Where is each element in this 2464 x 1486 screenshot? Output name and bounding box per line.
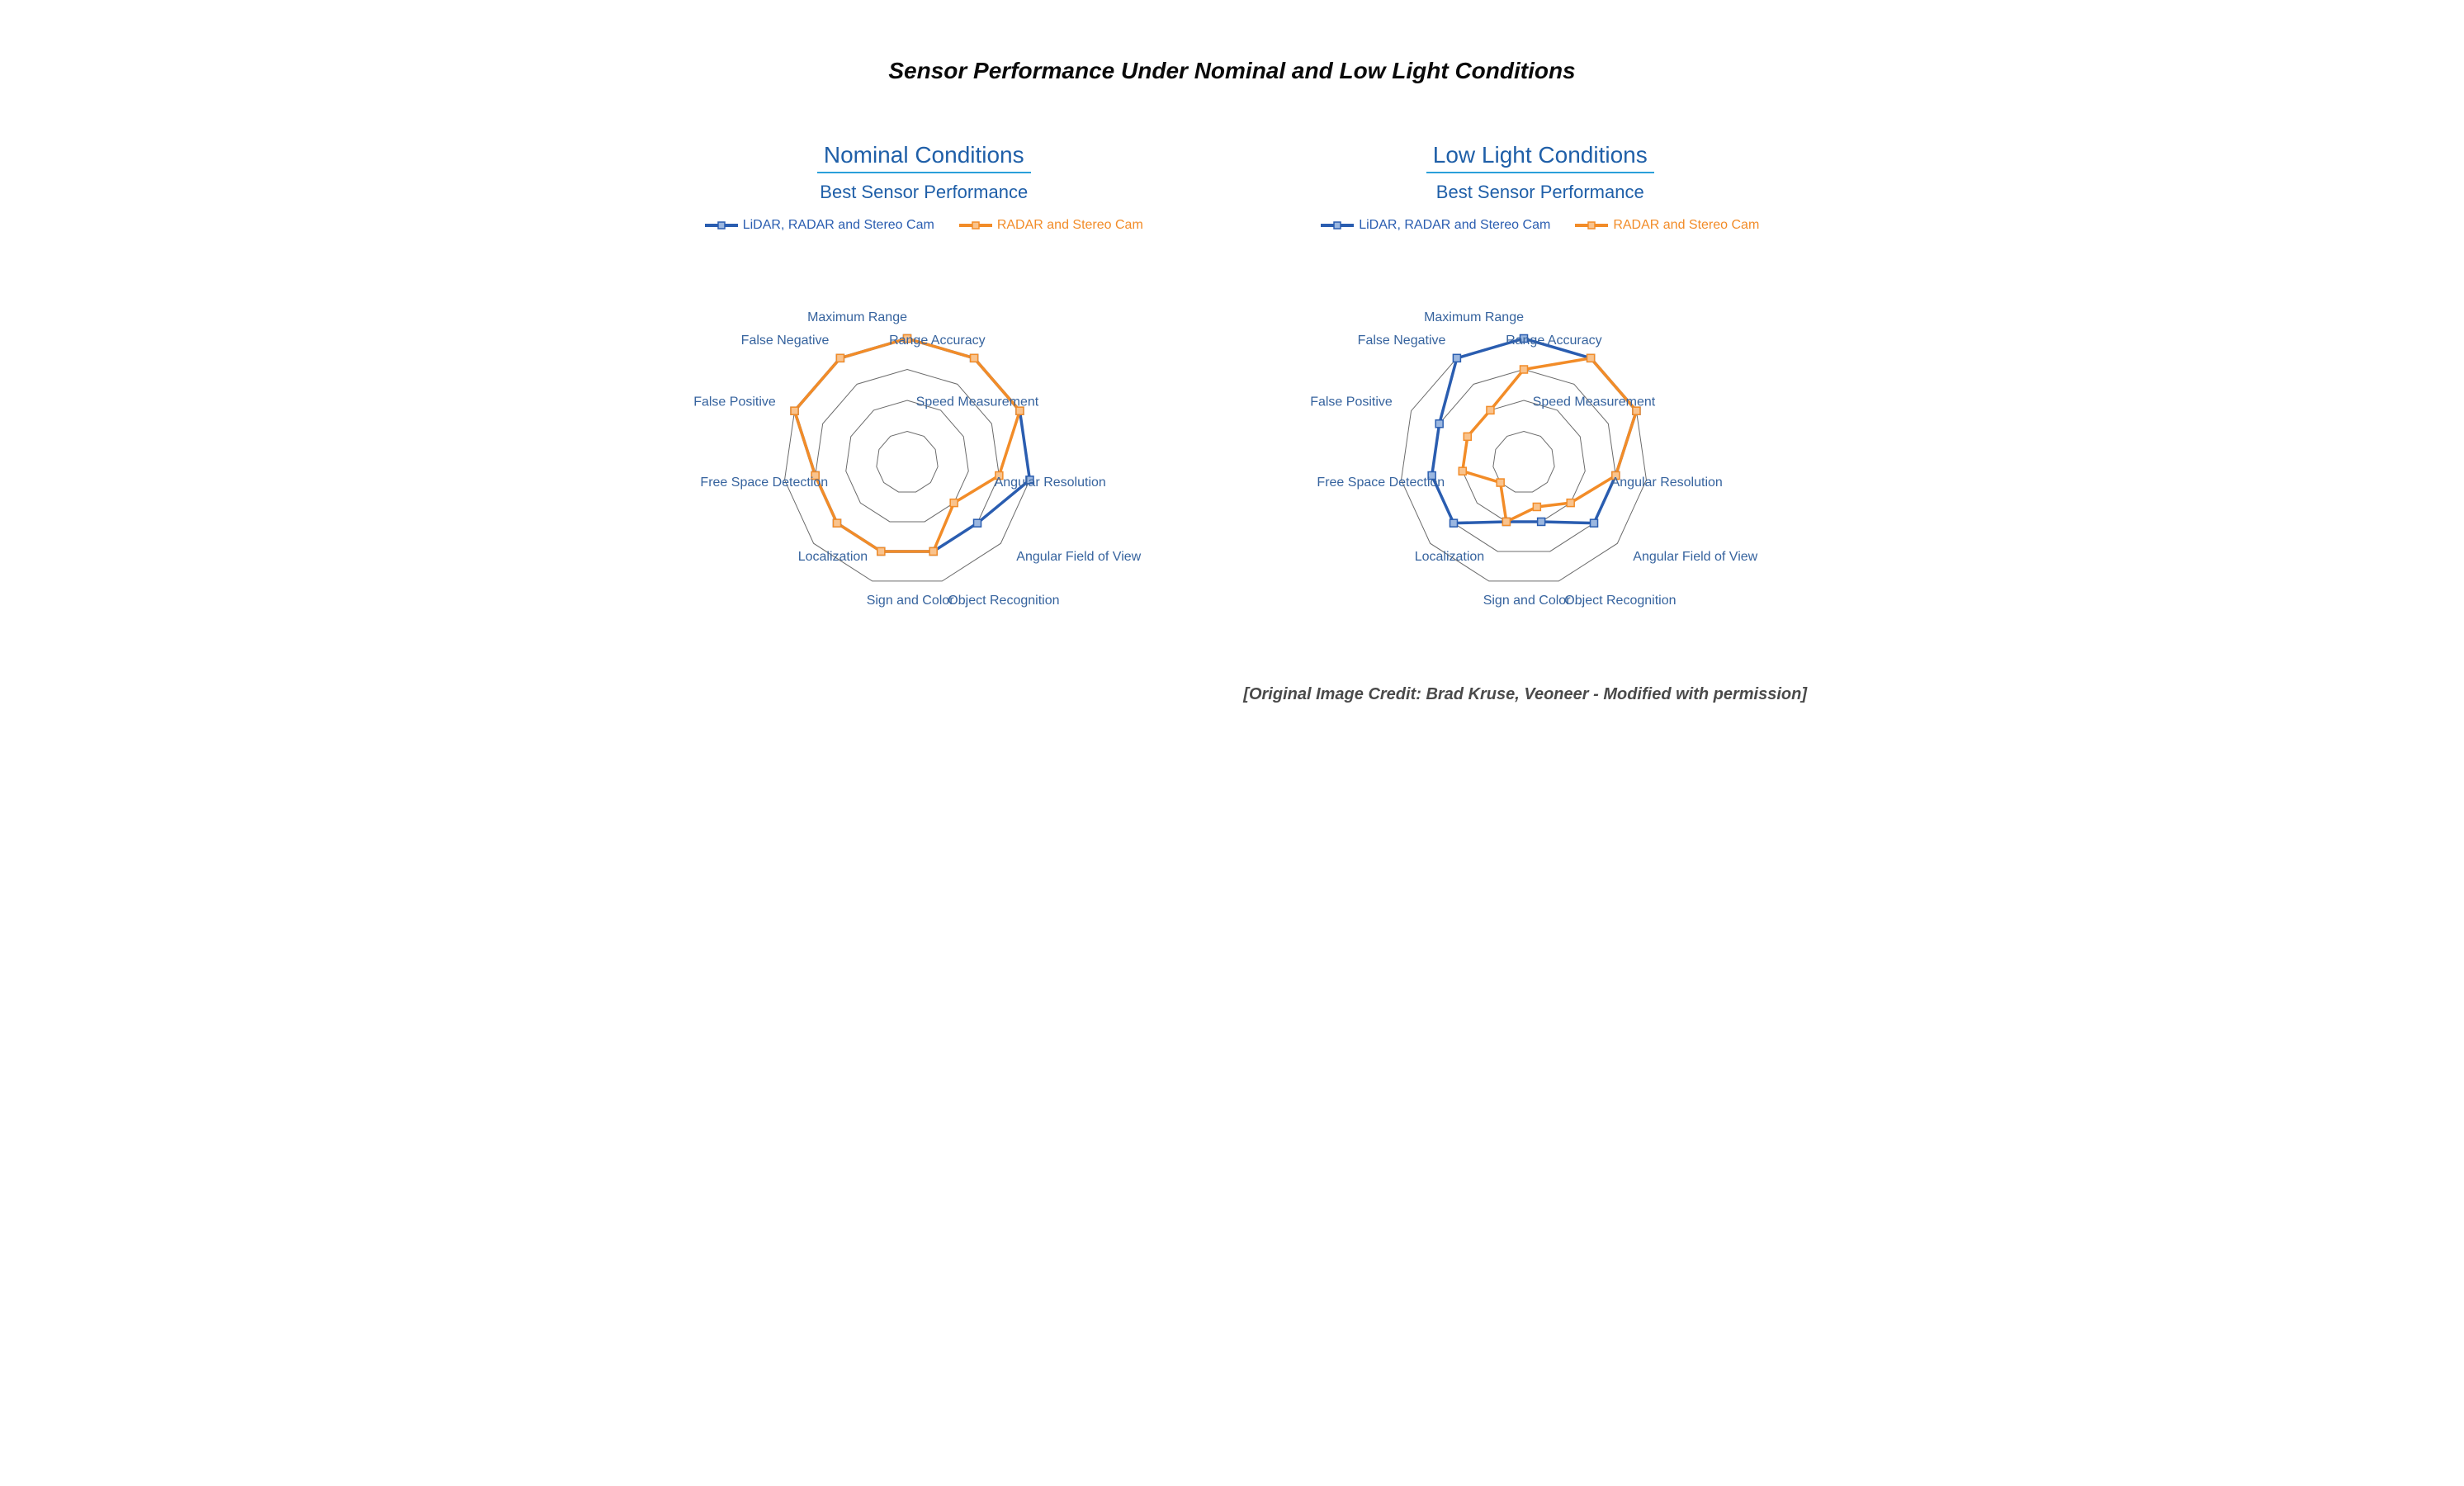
radar-series-marker — [1590, 519, 1597, 527]
radar-grid-ring — [1401, 338, 1646, 581]
legend-swatch — [705, 220, 738, 231]
radar-series-marker — [1537, 518, 1544, 525]
radar-axis-label: False Negative — [1357, 334, 1445, 348]
chart-legend: LiDAR, RADAR and Stereo Cam RADAR and St… — [705, 218, 1143, 233]
radar-grid-ring — [785, 338, 1030, 581]
radar-axis-label: Sign and Color ... — [867, 594, 969, 608]
radar-series-marker — [1502, 518, 1510, 525]
chart-subtitle: Best Sensor Performance — [820, 182, 1028, 203]
chart-title: Low Light Conditions — [1426, 142, 1654, 173]
radar-chart-block: Low Light Conditions Best Sensor Performa… — [1276, 142, 1804, 636]
radar-axis-label: Range Accuracy — [1506, 334, 1602, 348]
radar-axis-label: False Positive — [693, 395, 776, 409]
radar-axis-label: Maximum Range — [807, 310, 907, 324]
radar-series-marker — [1497, 479, 1504, 486]
radar-series-marker — [950, 499, 958, 507]
radar-axis-label: Sign and Color ... — [1483, 594, 1585, 608]
radar-axis-label: False Negative — [741, 334, 830, 348]
radar-axis-label: Speed Measurement — [1532, 395, 1655, 409]
legend-item: LiDAR, RADAR and Stereo Cam — [1321, 218, 1550, 233]
radar-series-marker — [929, 547, 937, 555]
legend-swatch-icon — [705, 220, 738, 231]
legend-item: RADAR and Stereo Cam — [959, 218, 1143, 233]
radar-axis-label: Angular Field of View — [1017, 550, 1142, 564]
legend-item: LiDAR, RADAR and Stereo Cam — [705, 218, 934, 233]
radar-series-line — [795, 338, 1020, 551]
radar-series-marker — [1464, 433, 1471, 440]
legend-label: LiDAR, RADAR and Stereo Cam — [1359, 218, 1550, 233]
legend-swatch-icon — [959, 220, 992, 231]
radar-svg: Maximum Range Range Accuracy Speed Measure… — [660, 239, 1188, 636]
radar-series-line — [1431, 338, 1636, 523]
legend-item: RADAR and Stereo Cam — [1575, 218, 1759, 233]
radar-grid-ring — [877, 432, 938, 492]
radar-axis-label: False Positive — [1310, 395, 1393, 409]
radar-series-marker — [877, 547, 885, 555]
radar-series-marker — [1450, 519, 1457, 527]
page-root: Sensor Performance Under Nominal and Low… — [616, 0, 1848, 729]
radar-series-marker — [1453, 354, 1460, 362]
radar-series-marker — [1487, 406, 1494, 414]
image-credit: [Original Image Credit: Brad Kruse, Veon… — [632, 685, 1832, 704]
charts-row: Nominal Conditions Best Sensor Performanc… — [632, 142, 1832, 636]
legend-swatch — [1321, 220, 1354, 231]
radar-series-marker — [974, 519, 981, 527]
radar-series-marker — [1567, 499, 1574, 507]
radar-series-marker — [1459, 467, 1466, 475]
radar-wrap: Maximum Range Range Accuracy Speed Measure… — [660, 239, 1188, 636]
legend-label: LiDAR, RADAR and Stereo Cam — [743, 218, 934, 233]
radar-chart-block: Nominal Conditions Best Sensor Performanc… — [660, 142, 1188, 636]
legend-label: RADAR and Stereo Cam — [997, 218, 1143, 233]
radar-axis-label: Angular Resolution — [1610, 476, 1722, 490]
legend-swatch-icon — [1321, 220, 1354, 231]
radar-axis-label: Localization — [1414, 550, 1484, 564]
chart-legend: LiDAR, RADAR and Stereo Cam RADAR and St… — [1321, 218, 1759, 233]
main-title: Sensor Performance Under Nominal and Low… — [632, 58, 1832, 84]
radar-axis-label: Maximum Range — [1424, 310, 1524, 324]
radar-axis-label: Free Space Detection — [1317, 476, 1445, 490]
radar-axis-label: Speed Measurement — [916, 395, 1039, 409]
legend-swatch — [1575, 220, 1608, 231]
radar-axis-label: Range Accuracy — [889, 334, 986, 348]
radar-axis-label: Free Space Detection — [701, 476, 829, 490]
radar-svg: Maximum Range Range Accuracy Speed Measure… — [1276, 239, 1804, 636]
chart-subtitle: Best Sensor Performance — [1436, 182, 1644, 203]
radar-series-marker — [791, 407, 798, 414]
chart-title: Nominal Conditions — [817, 142, 1031, 173]
radar-axis-label: Localization — [798, 550, 868, 564]
legend-label: RADAR and Stereo Cam — [1613, 218, 1759, 233]
radar-series-marker — [1587, 354, 1594, 362]
radar-series-marker — [1435, 420, 1443, 428]
legend-swatch-icon — [1575, 220, 1608, 231]
radar-series-marker — [837, 354, 844, 362]
radar-series-marker — [1533, 503, 1540, 510]
legend-swatch — [959, 220, 992, 231]
radar-wrap: Maximum Range Range Accuracy Speed Measure… — [1276, 239, 1804, 636]
radar-series-marker — [1520, 366, 1527, 373]
radar-series-marker — [971, 354, 978, 362]
radar-series-marker — [834, 519, 841, 527]
radar-axis-label: Angular Resolution — [995, 476, 1106, 490]
radar-axis-label: Angular Field of View — [1633, 550, 1757, 564]
